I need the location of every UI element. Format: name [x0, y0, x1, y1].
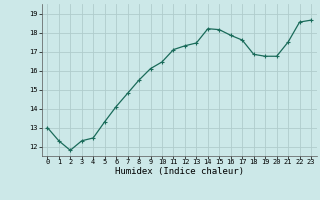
X-axis label: Humidex (Indice chaleur): Humidex (Indice chaleur): [115, 167, 244, 176]
